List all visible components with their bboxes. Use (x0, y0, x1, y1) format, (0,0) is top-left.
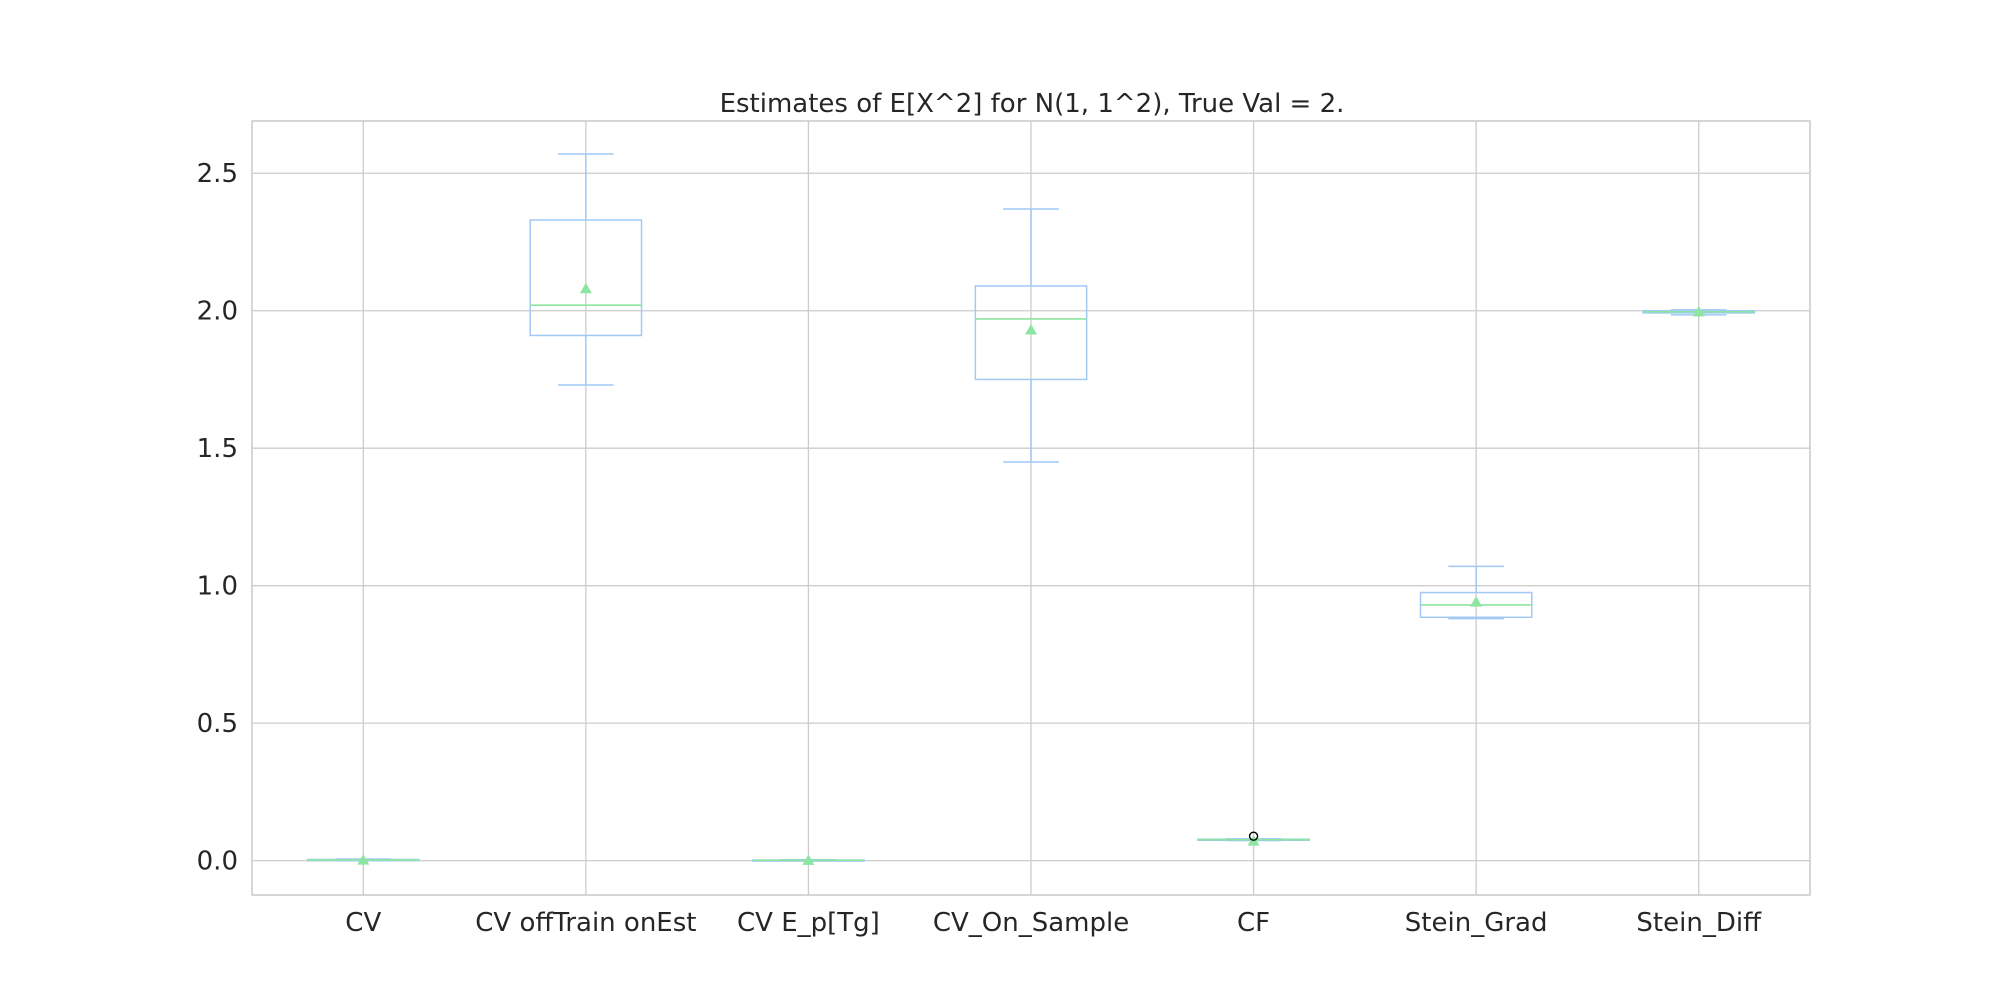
y-axis-ticks: 0.0 0.5 1.0 1.5 2.0 2.5 (197, 159, 238, 876)
mean-marker (579, 282, 592, 294)
grid-layer (252, 121, 1810, 895)
box-body (974, 285, 1088, 381)
box-group (306, 854, 420, 865)
flier-point (1248, 831, 1259, 841)
box-group (974, 208, 1088, 463)
y-tick-label: 2.0 (197, 297, 238, 327)
y-tick-label: 0.5 (197, 709, 238, 739)
box-group (1197, 831, 1310, 846)
mean-marker (1692, 305, 1705, 317)
chart-title: Estimates of E[X^2] for N(1, 1^2), True … (720, 89, 1345, 119)
mean-marker (1470, 596, 1483, 607)
x-tick-label: CV E_p[Tg] (737, 908, 880, 938)
x-tick-label: CV offTrain onEst (475, 908, 696, 938)
box-group (752, 854, 865, 865)
x-tick-label: CV_On_Sample (933, 908, 1129, 938)
mean-marker (802, 854, 815, 865)
x-tick-label: CF (1237, 908, 1270, 938)
box-group (1642, 305, 1756, 317)
mean-marker (357, 854, 370, 865)
x-tick-label: Stein_Grad (1405, 908, 1548, 938)
y-tick-label: 1.0 (197, 572, 238, 602)
mean-marker (1025, 323, 1037, 335)
box-group (1419, 565, 1533, 620)
box-group (529, 153, 643, 386)
y-tick-label: 0.0 (197, 847, 238, 877)
plot-frame (251, 120, 1811, 896)
x-tick-label: Stein_Diff (1636, 908, 1762, 938)
box-body (529, 219, 643, 337)
x-tick-label: CV (345, 908, 381, 938)
y-tick-label: 2.5 (197, 159, 238, 189)
y-tick-label: 1.5 (197, 434, 238, 464)
boxes-layer (306, 153, 1756, 865)
x-axis-ticks: CV CV offTrain onEst CV E_p[Tg] CV_On_Sampl… (345, 908, 1762, 938)
